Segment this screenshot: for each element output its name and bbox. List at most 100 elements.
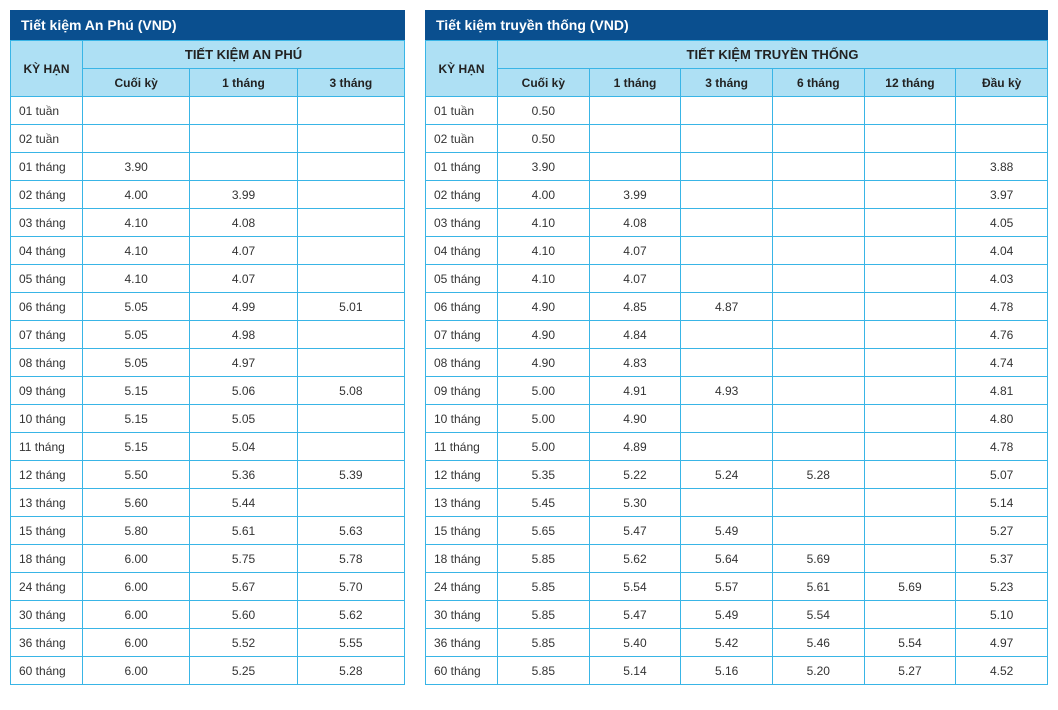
rate-cell: 4.10 [83,265,190,293]
table-row: 36 tháng6.005.525.55 [11,629,405,657]
rate-cell: 3.97 [956,181,1048,209]
term-cell: 08 tháng [11,349,83,377]
rate-cell [772,321,864,349]
rate-cell: 4.00 [83,181,190,209]
rate-cell: 6.00 [83,545,190,573]
term-cell: 60 tháng [426,657,498,685]
table-row: 02 tháng4.003.99 [11,181,405,209]
column-header: Đầu kỳ [956,69,1048,97]
rate-cell: 4.74 [956,349,1048,377]
table-row: 01 tháng3.90 [11,153,405,181]
rate-cell [297,181,404,209]
rate-cell: 5.04 [190,433,297,461]
term-cell: 09 tháng [11,377,83,405]
rate-cell: 5.42 [681,629,773,657]
rate-cell [772,433,864,461]
rate-cell [864,601,956,629]
rate-cell: 5.06 [190,377,297,405]
term-cell: 01 tuần [11,97,83,125]
header-cols-right: Cuối kỳ1 tháng3 tháng6 tháng12 thángĐầu … [426,69,1048,97]
rate-cell: 5.05 [83,293,190,321]
rate-cell [190,97,297,125]
rate-cell: 5.15 [83,433,190,461]
rate-cell: 4.07 [589,237,681,265]
table-row: 30 tháng6.005.605.62 [11,601,405,629]
rate-cell [772,349,864,377]
rate-cell: 5.85 [498,573,590,601]
rate-cell: 5.40 [589,629,681,657]
rate-cell: 5.47 [589,517,681,545]
rate-cell: 3.99 [190,181,297,209]
rate-cell: 5.49 [681,601,773,629]
term-cell: 10 tháng [426,405,498,433]
column-header: 1 tháng [589,69,681,97]
rate-cell: 5.45 [498,489,590,517]
header-term: KỲ HẠN [11,41,83,97]
rate-cell [589,125,681,153]
rate-cell: 3.99 [589,181,681,209]
term-cell: 02 tháng [11,181,83,209]
rate-cell: 5.54 [864,629,956,657]
rate-cell: 5.63 [297,517,404,545]
rate-cell: 5.24 [681,461,773,489]
rate-cell: 4.04 [956,237,1048,265]
table-row: 15 tháng5.805.615.63 [11,517,405,545]
rate-cell [864,293,956,321]
rate-cell: 5.70 [297,573,404,601]
rate-cell [772,125,864,153]
rate-cell: 4.52 [956,657,1048,685]
rate-cell [772,181,864,209]
rate-cell [297,97,404,125]
rate-cell: 5.85 [498,601,590,629]
rate-cell: 4.85 [589,293,681,321]
rate-cell: 4.89 [589,433,681,461]
term-cell: 18 tháng [426,545,498,573]
term-cell: 08 tháng [426,349,498,377]
rate-cell: 5.07 [956,461,1048,489]
table-row: 60 tháng5.855.145.165.205.274.52 [426,657,1048,685]
rate-cell: 4.10 [498,209,590,237]
rate-cell: 5.27 [956,517,1048,545]
rate-cell: 4.80 [956,405,1048,433]
column-header: 6 tháng [772,69,864,97]
term-cell: 09 tháng [426,377,498,405]
rate-cell: 5.28 [297,657,404,685]
term-cell: 02 tuần [11,125,83,153]
table-row: 04 tháng4.104.074.04 [426,237,1048,265]
table-row: 12 tháng5.505.365.39 [11,461,405,489]
rate-cell: 4.10 [498,237,590,265]
rate-cell [589,97,681,125]
rate-cell [864,265,956,293]
term-cell: 05 tháng [426,265,498,293]
rate-cell: 5.16 [681,657,773,685]
rate-cell: 4.81 [956,377,1048,405]
table-row: 11 tháng5.155.04 [11,433,405,461]
rate-cell [589,153,681,181]
rate-cell: 5.00 [498,433,590,461]
rate-cell: 5.46 [772,629,864,657]
rate-cell: 5.50 [83,461,190,489]
rate-cell [83,125,190,153]
term-cell: 06 tháng [11,293,83,321]
table-row: 02 tháng4.003.993.97 [426,181,1048,209]
term-cell: 30 tháng [426,601,498,629]
table-row: 07 tháng4.904.844.76 [426,321,1048,349]
rate-cell [864,489,956,517]
rate-cell [772,377,864,405]
table-row: 09 tháng5.155.065.08 [11,377,405,405]
table-row: 08 tháng4.904.834.74 [426,349,1048,377]
rate-cell: 5.14 [589,657,681,685]
rate-cell: 4.08 [589,209,681,237]
rate-cell: 5.15 [83,377,190,405]
rate-cell: 5.20 [772,657,864,685]
rate-cell [864,545,956,573]
rate-cell: 5.80 [83,517,190,545]
term-cell: 03 tháng [11,209,83,237]
rate-cell [772,489,864,517]
rate-cell: 5.22 [589,461,681,489]
column-header: 12 tháng [864,69,956,97]
rate-cell [681,433,773,461]
rate-cell [297,349,404,377]
table-row: 18 tháng6.005.755.78 [11,545,405,573]
rate-cell [864,461,956,489]
